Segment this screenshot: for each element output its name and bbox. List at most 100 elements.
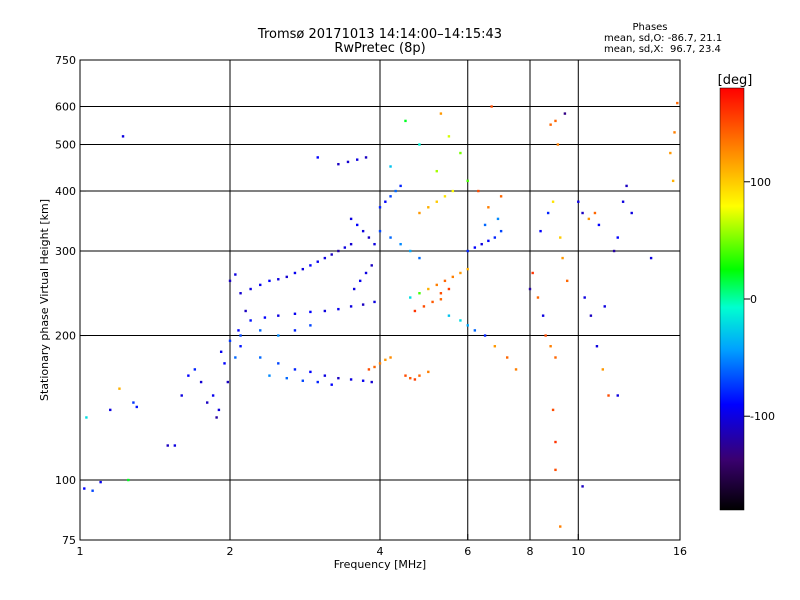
data-point: [373, 300, 376, 304]
data-point: [435, 283, 438, 287]
data-point: [358, 279, 362, 283]
data-point: [565, 279, 569, 283]
data-point: [121, 135, 125, 138]
data-point: [355, 158, 359, 161]
data-point: [316, 380, 319, 384]
data-point: [531, 271, 534, 275]
data-point: [219, 350, 223, 353]
data-point: [293, 368, 297, 371]
data-point: [361, 229, 365, 233]
data-point: [83, 487, 86, 490]
data-point: [337, 307, 340, 311]
y-tick-label: 500: [55, 139, 76, 152]
phase-heading: Phases: [632, 22, 668, 33]
colorbar-label: [deg]: [718, 73, 753, 88]
data-point: [259, 329, 262, 332]
data-point: [418, 143, 421, 146]
data-point: [277, 314, 280, 317]
data-point: [316, 260, 319, 263]
data-point: [193, 368, 197, 371]
data-point: [367, 368, 371, 371]
data-point: [630, 211, 633, 215]
x-tick-label: 2: [227, 545, 234, 558]
data-point: [459, 319, 462, 322]
x-tick-label: 8: [527, 545, 534, 558]
data-point: [370, 264, 373, 267]
data-point: [541, 314, 545, 317]
data-point: [551, 408, 555, 412]
data-point: [490, 105, 493, 108]
data-point: [466, 249, 469, 253]
data-point: [187, 374, 190, 377]
data-point: [528, 287, 532, 291]
axes: 1 2 4 6 8 10 16 75 100 200 300 400 500 600 750: [55, 54, 687, 558]
x-tick-label: 4: [377, 545, 384, 558]
x-tick-label: 6: [464, 545, 471, 558]
data-point: [561, 256, 564, 260]
data-point: [418, 374, 421, 377]
data-point: [349, 217, 353, 221]
data-point: [135, 405, 138, 409]
data-point: [399, 184, 402, 188]
data-point: [205, 401, 209, 404]
data-point: [409, 249, 412, 253]
data-point: [85, 416, 88, 419]
data-point: [549, 123, 552, 126]
data-point: [621, 200, 625, 203]
data-point: [589, 314, 593, 317]
data-point: [443, 279, 447, 283]
data-point: [234, 356, 237, 359]
data-point: [577, 200, 580, 203]
data-point: [277, 362, 280, 365]
data-point: [536, 296, 540, 299]
data-point: [361, 379, 365, 382]
data-point: [493, 236, 497, 239]
data-point: [439, 292, 443, 295]
data-point: [239, 345, 242, 348]
data-point: [399, 242, 402, 246]
data-point: [549, 345, 552, 348]
data-point: [554, 468, 557, 472]
data-point: [409, 296, 412, 299]
data-point: [127, 478, 130, 482]
data-point: [551, 200, 555, 203]
data-point: [337, 376, 340, 380]
data-point: [404, 119, 407, 123]
data-point: [373, 242, 376, 246]
chart-subtitle: RwPretec (8p): [334, 41, 426, 56]
data-point: [427, 287, 430, 291]
data-point: [99, 480, 102, 484]
data-point: [343, 246, 347, 249]
data-point: [285, 376, 288, 380]
data-point: [554, 119, 557, 123]
data-point: [173, 444, 177, 447]
data-point: [199, 380, 203, 384]
data-point: [384, 200, 387, 203]
data-point: [451, 275, 455, 279]
data-point: [355, 223, 359, 227]
data-point: [607, 394, 610, 397]
data-point: [389, 195, 392, 198]
data-point: [237, 329, 240, 332]
data-point: [349, 305, 353, 308]
data-point: [473, 329, 477, 332]
data-point: [671, 179, 675, 183]
data-point: [330, 383, 333, 386]
data-point: [487, 206, 490, 209]
data-point: [118, 387, 121, 390]
y-axis-label: Stationary phase Virtual Height [km]: [38, 199, 51, 401]
data-point: [418, 211, 421, 215]
data-point: [337, 249, 340, 253]
data-point: [418, 292, 421, 295]
data-point: [447, 287, 451, 291]
data-point: [309, 310, 312, 314]
data-point: [217, 408, 221, 412]
data-point: [378, 206, 382, 209]
data-point: [612, 249, 616, 253]
data-point: [346, 160, 350, 164]
data-point: [499, 195, 503, 198]
data-point: [554, 356, 557, 359]
data-point: [493, 345, 497, 348]
data-point: [337, 162, 340, 166]
